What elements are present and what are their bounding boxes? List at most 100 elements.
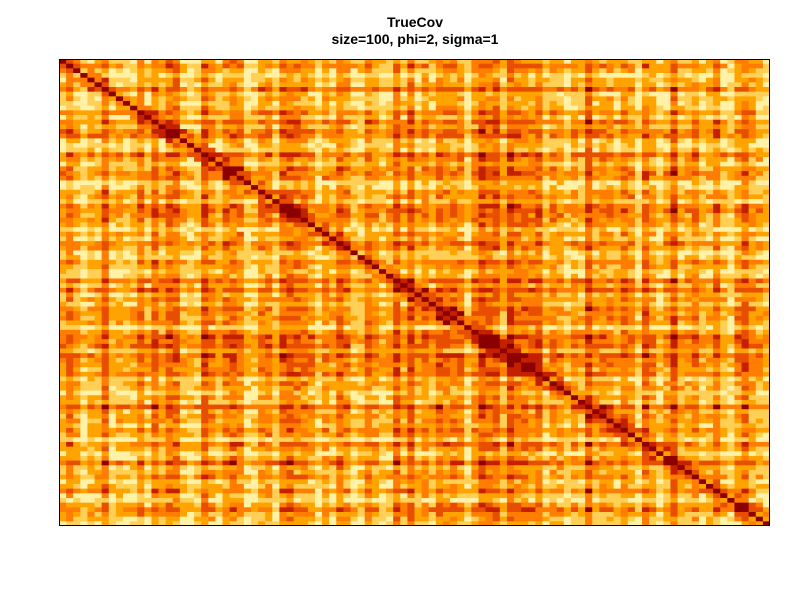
heatmap-cell <box>514 273 522 279</box>
heatmap-cell <box>428 96 437 102</box>
heatmap-cell <box>450 208 458 214</box>
heatmap-cell <box>229 241 238 247</box>
heatmap-cell <box>194 236 202 242</box>
heatmap-cell <box>478 77 486 83</box>
heatmap-cell <box>87 175 95 181</box>
heatmap-cell <box>343 129 351 135</box>
heatmap-cell <box>727 278 735 284</box>
heatmap-cell <box>698 194 707 200</box>
heatmap-cell <box>243 236 252 242</box>
heatmap-cell <box>222 203 231 209</box>
heatmap-cell <box>684 250 693 256</box>
heatmap-cell <box>421 96 430 102</box>
heatmap-cell <box>343 203 351 209</box>
heatmap-cell <box>122 241 131 247</box>
heatmap-cell <box>101 82 110 88</box>
heatmap-cell <box>94 203 103 209</box>
heatmap-cell <box>179 152 188 158</box>
heatmap-cell <box>108 143 117 149</box>
heatmap-cell <box>734 180 742 186</box>
heatmap-cell <box>435 255 444 261</box>
heatmap-cell <box>634 115 643 121</box>
heatmap-cell <box>400 129 408 135</box>
heatmap-cell <box>307 129 316 135</box>
heatmap-cell <box>627 241 636 247</box>
heatmap-cell <box>713 264 721 270</box>
heatmap-cell <box>144 119 152 125</box>
heatmap-cell <box>656 241 664 247</box>
heatmap-cell <box>499 129 508 135</box>
heatmap-cell <box>506 250 515 256</box>
heatmap-cell <box>222 175 231 181</box>
heatmap-cell <box>485 63 494 69</box>
heatmap-cell <box>73 147 81 153</box>
heatmap-cell <box>670 147 678 153</box>
heatmap-cell <box>300 199 309 205</box>
heatmap-cell <box>620 269 629 275</box>
heatmap-cell <box>386 180 394 186</box>
heatmap-cell <box>428 161 437 167</box>
heatmap-cell <box>108 152 117 158</box>
heatmap-cell <box>279 255 287 261</box>
heatmap-cell <box>393 199 401 205</box>
heatmap-cell <box>222 73 231 79</box>
heatmap-cell <box>677 147 686 153</box>
heatmap-cell <box>357 73 366 79</box>
heatmap-cell <box>258 124 266 130</box>
heatmap-cell <box>627 287 636 293</box>
heatmap-cell <box>435 147 444 153</box>
heatmap-cell <box>229 245 238 251</box>
heatmap-cell <box>279 180 287 186</box>
heatmap-cell <box>464 222 472 228</box>
heatmap-cell <box>336 203 344 209</box>
heatmap-cell <box>656 287 664 293</box>
heatmap-cell <box>691 157 700 163</box>
heatmap-cell <box>407 161 415 167</box>
heatmap-cell <box>549 157 558 163</box>
heatmap-cell <box>485 245 494 251</box>
heatmap-cell <box>670 124 678 130</box>
heatmap-cell <box>59 259 67 265</box>
heatmap-cell <box>122 129 131 135</box>
heatmap-cell <box>535 250 543 256</box>
heatmap-cell <box>307 241 316 247</box>
heatmap-cell <box>87 166 95 172</box>
heatmap-cell <box>450 147 458 153</box>
heatmap-cell <box>115 77 124 83</box>
heatmap-cell <box>606 115 614 121</box>
heatmap-cell <box>649 278 657 284</box>
heatmap-cell <box>599 68 607 74</box>
heatmap-cell <box>322 133 330 139</box>
heatmap-cell <box>613 273 622 279</box>
heatmap-cell <box>329 213 337 219</box>
heatmap-cell <box>300 115 309 121</box>
heatmap-cell <box>307 59 316 65</box>
heatmap-cell <box>464 63 472 69</box>
heatmap-cell <box>272 171 280 177</box>
heatmap-cell <box>350 166 359 172</box>
heatmap-cell <box>322 59 330 65</box>
heatmap-cell <box>698 203 707 209</box>
heatmap-cell <box>535 175 543 181</box>
heatmap-cell <box>485 166 494 172</box>
heatmap-cell <box>720 250 728 256</box>
heatmap-cell <box>642 273 650 279</box>
heatmap-cell <box>585 129 593 135</box>
heatmap-cell <box>634 110 643 116</box>
heatmap-cell <box>492 245 501 251</box>
heatmap-cell <box>428 82 437 88</box>
heatmap-cell <box>514 236 522 242</box>
heatmap-cell <box>521 157 529 163</box>
heatmap-cell <box>73 133 81 139</box>
heatmap-cell <box>357 278 366 284</box>
heatmap-cell <box>158 255 167 261</box>
heatmap-cell <box>371 236 380 242</box>
heatmap-cell <box>542 115 550 121</box>
heatmap-cell <box>592 161 600 167</box>
heatmap-cell <box>578 63 586 69</box>
heatmap-cell <box>450 143 458 149</box>
heatmap-cell <box>627 180 636 186</box>
heatmap-cell <box>115 157 124 163</box>
heatmap-cell <box>620 101 629 107</box>
heatmap-cell <box>243 63 252 69</box>
